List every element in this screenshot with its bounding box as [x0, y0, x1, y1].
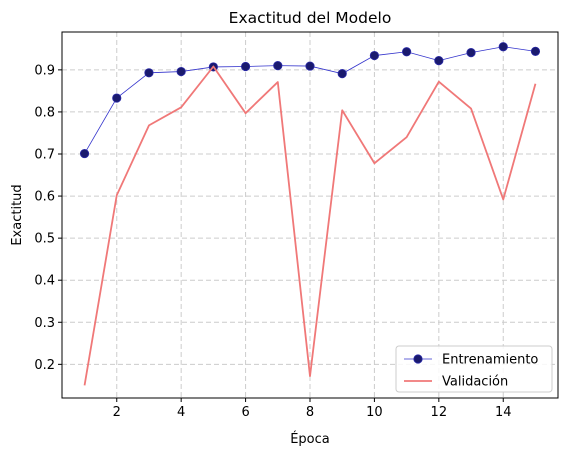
legend-validation-label: Validación — [442, 375, 508, 390]
training-point — [112, 93, 122, 103]
training-point — [176, 66, 186, 77]
y-tick-label: 0.6 — [34, 190, 55, 205]
x-tick-label: 6 — [241, 405, 249, 420]
y-tick-label: 0.8 — [34, 105, 55, 120]
y-tick-label: 0.9 — [34, 63, 55, 78]
training-point — [369, 50, 380, 61]
chart-title: Exactitud del Modelo — [229, 9, 392, 27]
legend-training-label: Entrenamiento — [442, 353, 538, 368]
training-point — [79, 148, 90, 159]
y-tick-label: 0.3 — [34, 316, 55, 331]
training-point — [434, 56, 444, 66]
y-tick-label: 0.4 — [34, 274, 55, 289]
x-axis-title: Época — [290, 431, 330, 447]
y-tick-label: 0.7 — [34, 148, 55, 163]
legend-training-swatch-marker — [413, 354, 423, 364]
training-point — [530, 46, 541, 56]
training-point — [273, 61, 283, 71]
training-point — [144, 68, 154, 78]
x-tick-label: 4 — [177, 405, 185, 420]
y-axis-title: Exactitud — [10, 184, 25, 245]
x-tick-label: 10 — [366, 405, 383, 420]
training-point — [305, 61, 315, 71]
legend-box — [395, 345, 553, 393]
x-tick-label: 12 — [431, 405, 448, 420]
training-point — [402, 47, 412, 57]
validation-series-line — [83, 65, 537, 386]
x-tick-label: 2 — [113, 405, 121, 420]
training-point — [498, 42, 508, 52]
x-tick-label: 8 — [306, 405, 314, 420]
y-tick-label: 0.5 — [34, 232, 55, 247]
legend: Entrenamiento Validación — [395, 345, 553, 393]
x-tick-label: 14 — [495, 405, 512, 420]
training-point — [337, 69, 347, 79]
y-tick-label: 0.2 — [34, 358, 55, 373]
training-point — [466, 48, 476, 58]
training-point — [240, 61, 251, 72]
